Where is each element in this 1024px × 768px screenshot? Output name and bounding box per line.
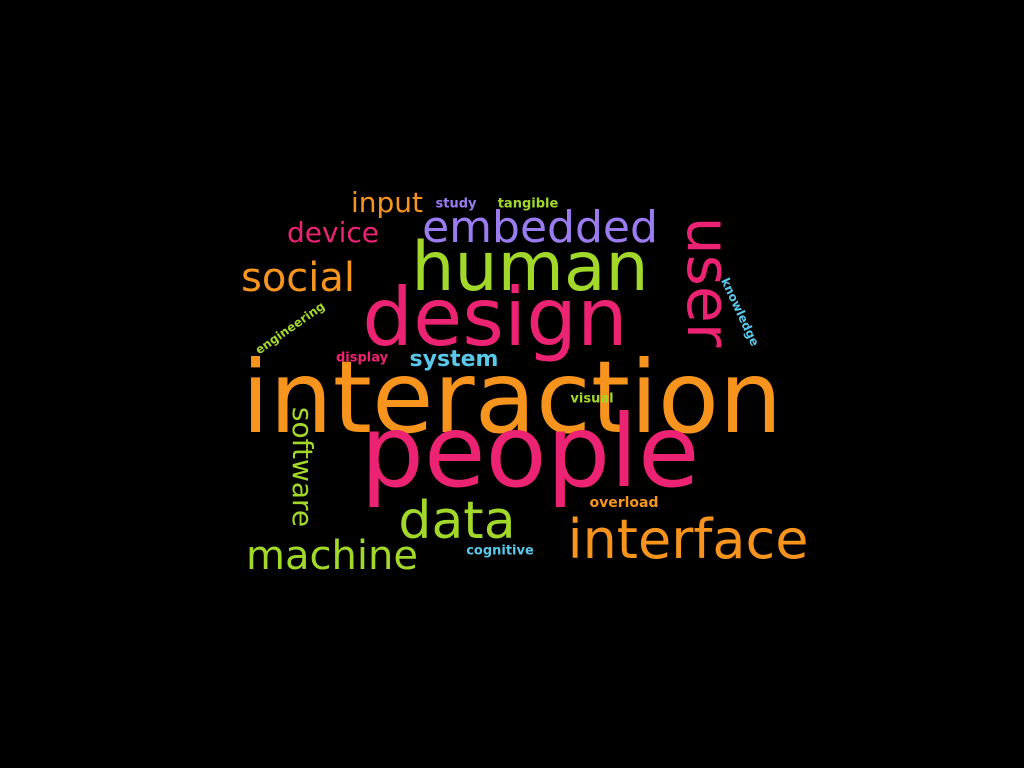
word-social: social xyxy=(240,255,356,301)
word-tangible: tangible xyxy=(497,196,559,212)
word-software: software xyxy=(286,406,319,528)
word-machine: machine xyxy=(246,533,418,579)
word-input: input xyxy=(350,186,424,219)
word-interface: interface xyxy=(567,508,809,571)
word-cognitive: cognitive xyxy=(466,543,534,559)
word-interaction: interaction xyxy=(241,339,783,456)
word-people: people xyxy=(360,393,700,510)
word-device: device xyxy=(287,216,379,249)
word-visual: visual xyxy=(570,391,614,407)
word-display: display xyxy=(335,350,389,366)
word-system: system xyxy=(409,347,499,372)
word-overload: overload xyxy=(589,495,659,511)
word-human: human xyxy=(411,228,649,307)
word-embedded: embedded xyxy=(422,202,658,253)
word-data: data xyxy=(398,491,516,551)
word-study: study xyxy=(435,196,477,212)
word-design: design xyxy=(362,271,628,364)
